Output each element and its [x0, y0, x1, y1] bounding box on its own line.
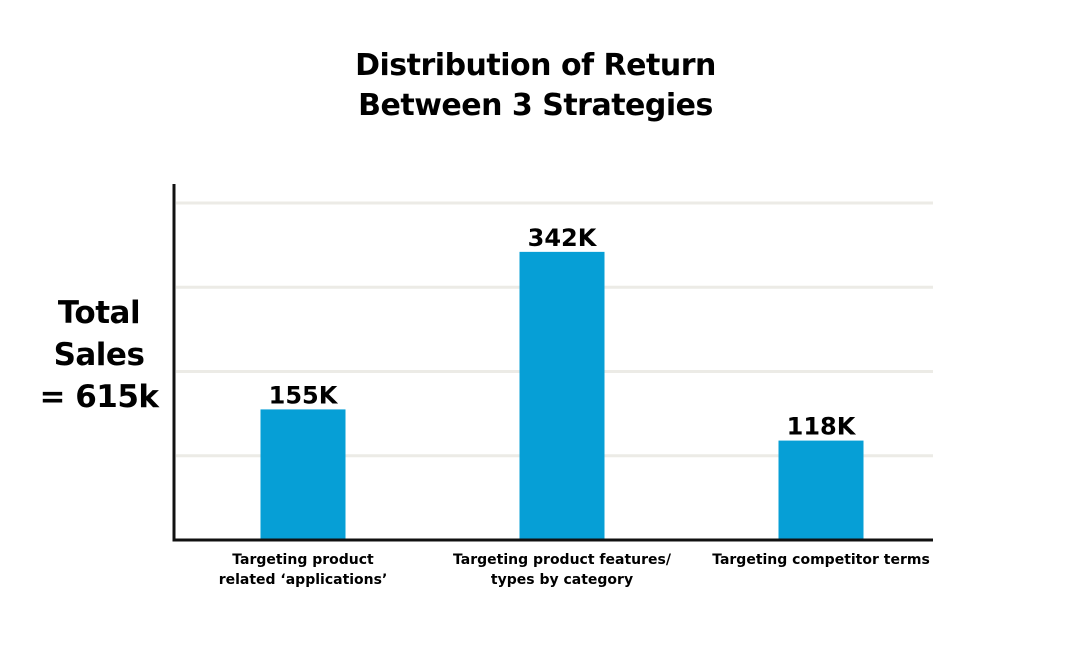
chart-title-line-2: Between 3 Strategies: [358, 88, 713, 123]
chart-title: Distribution of Return Between 3 Strateg…: [0, 46, 1071, 126]
bar-1: [260, 409, 346, 540]
category-label-2-line-1: Targeting product features/: [453, 552, 672, 568]
total-sales-label: Total Sales = 615k: [24, 292, 174, 418]
category-label-3: Targeting competitor terms: [712, 552, 930, 568]
axes: [172, 184, 933, 542]
category-label-1-line-1: Targeting product: [232, 552, 374, 568]
category-label-3-line-1: Targeting competitor terms: [712, 552, 930, 568]
category-label-1-line-2: related ‘applications’: [219, 572, 388, 588]
bar-3: [778, 440, 864, 540]
labels: 155K Targeting product related ‘applicatio…: [219, 224, 930, 588]
bar-value-label-2: 342K: [528, 224, 598, 252]
chart-title-line-1: Distribution of Return: [355, 48, 716, 83]
total-sales-line-3: = 615k: [39, 379, 159, 415]
category-label-1: Targeting product related ‘applications’: [219, 552, 388, 588]
category-label-2: Targeting product features/types by cate…: [453, 552, 672, 588]
bars: [260, 251, 864, 541]
bar-value-label-1: 155K: [269, 381, 339, 409]
bar-2: [519, 251, 605, 541]
bar-value-label-3: 118K: [787, 413, 857, 441]
total-sales-line-1: Total: [57, 295, 141, 331]
category-label-2-line-2: types by category: [491, 572, 633, 588]
total-sales-line-2: Sales: [53, 337, 145, 373]
